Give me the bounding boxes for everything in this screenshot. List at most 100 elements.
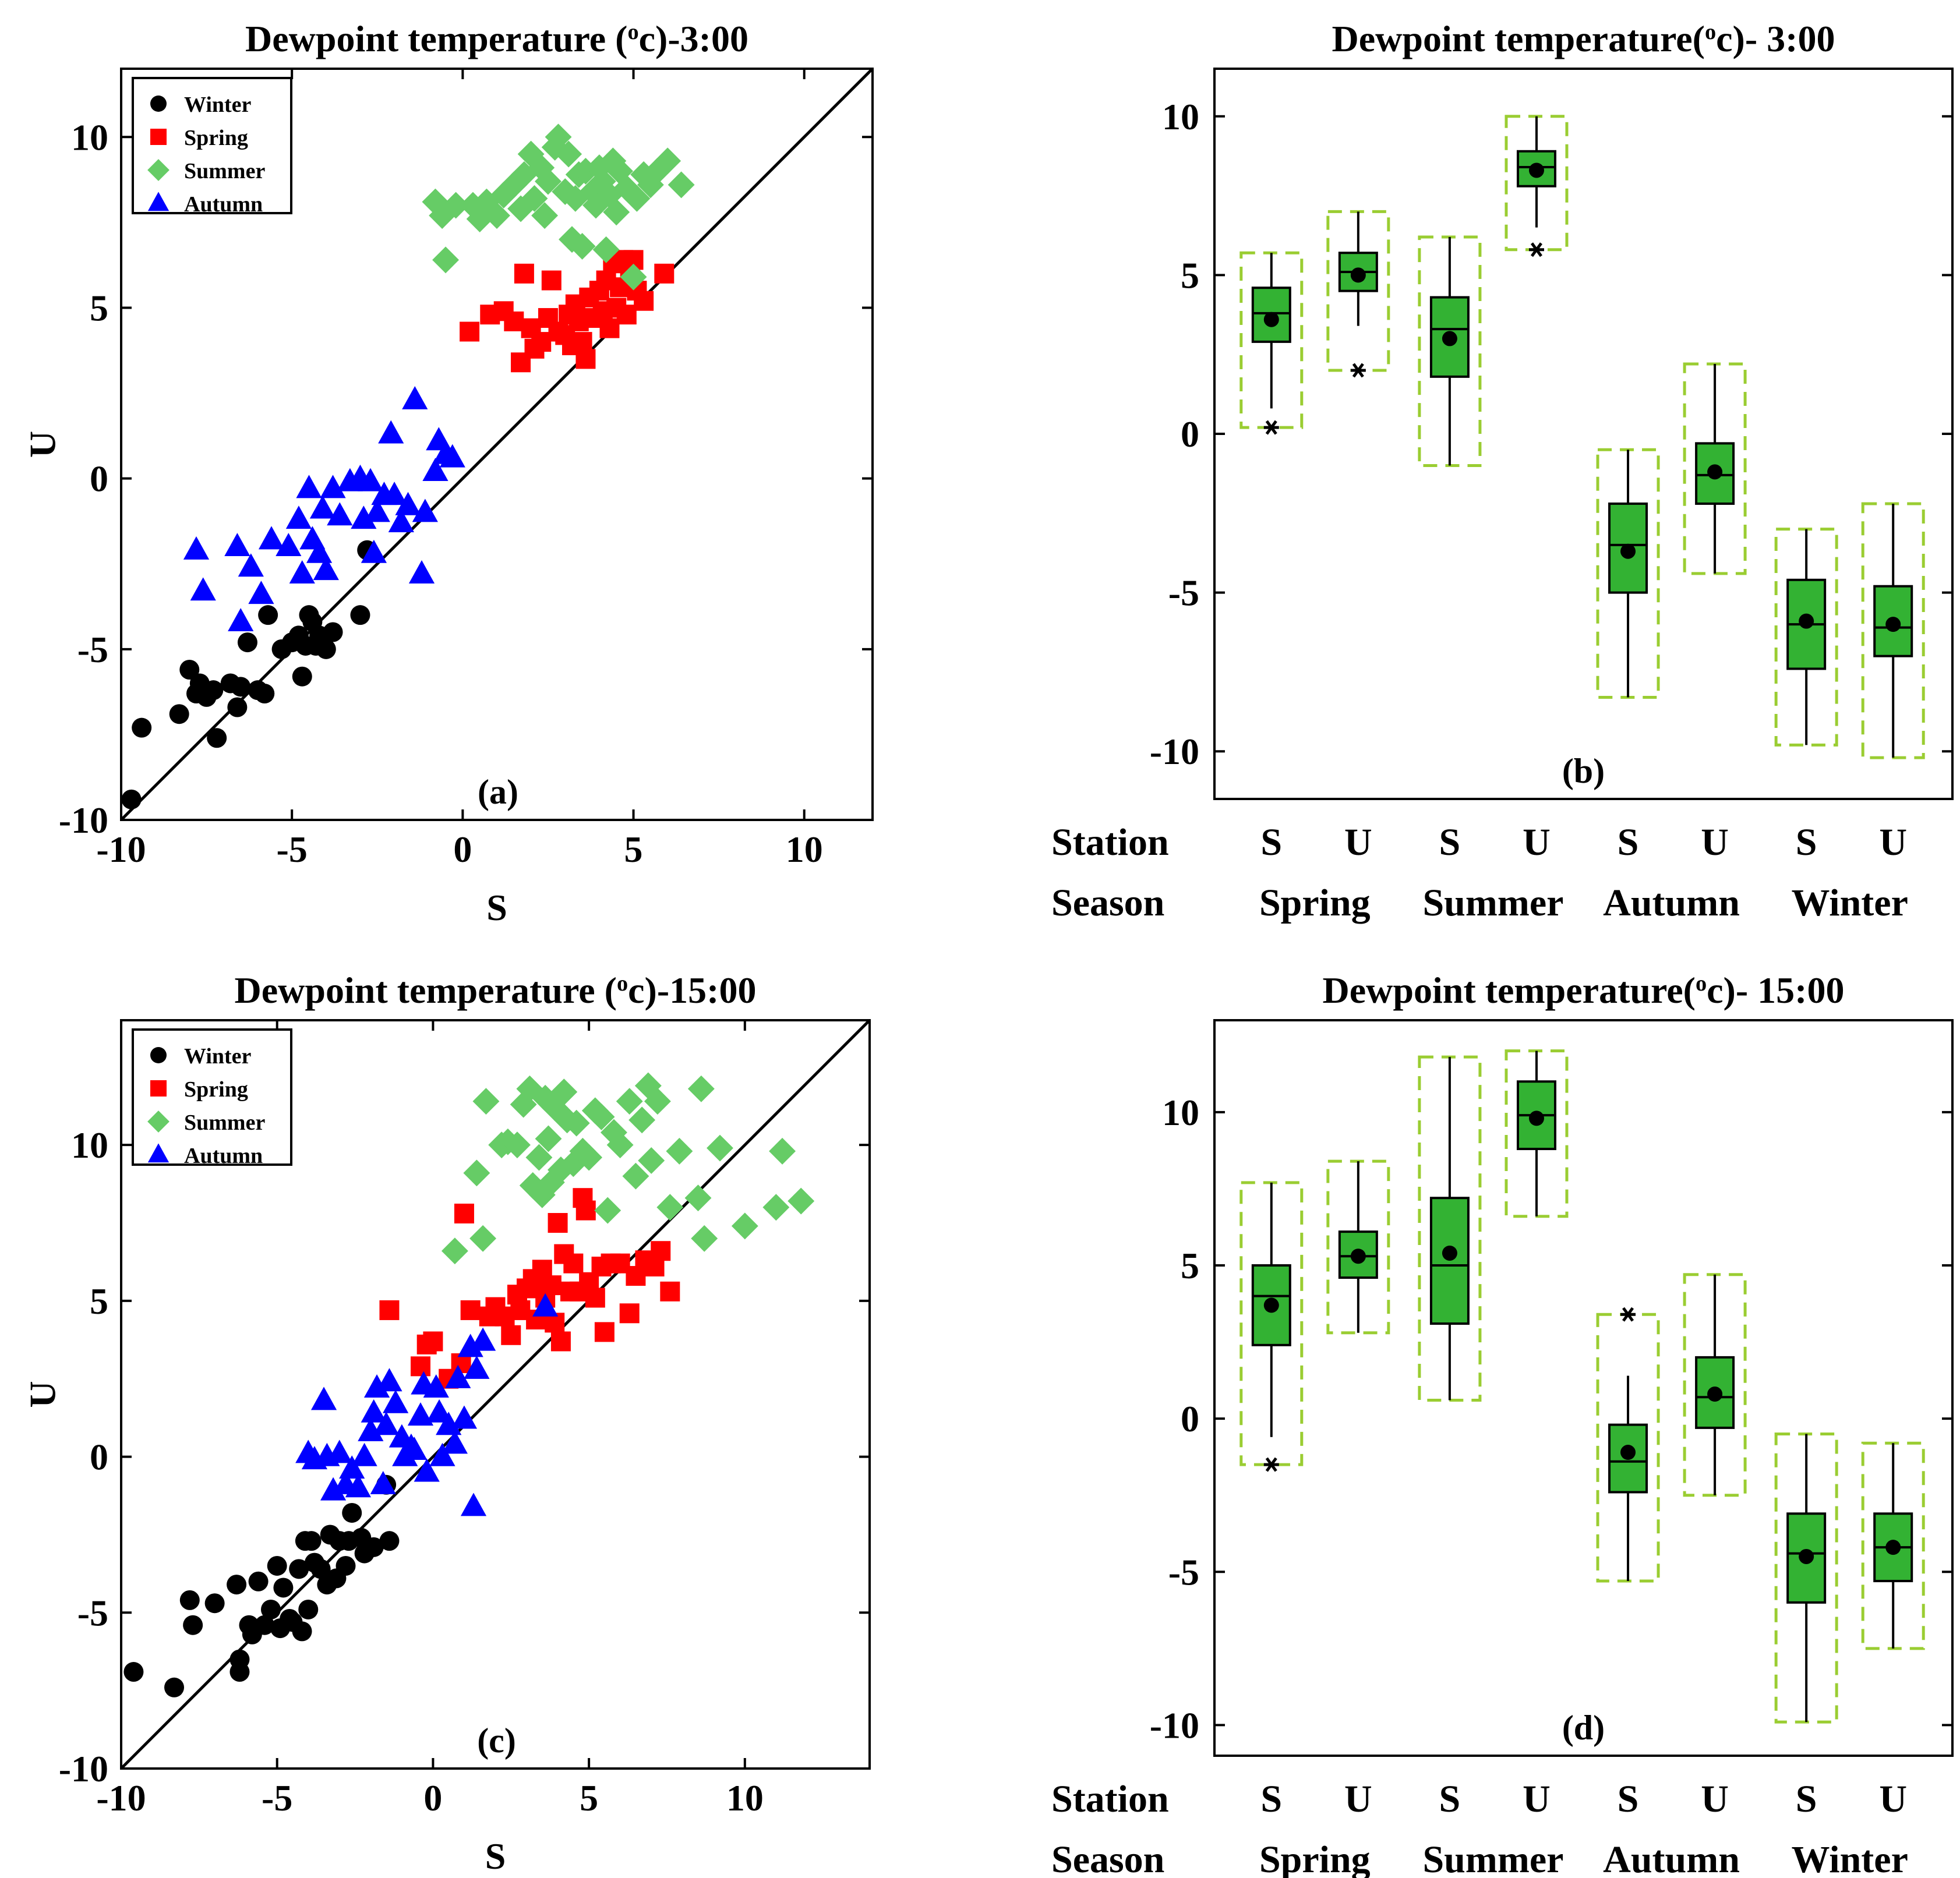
chart-a-point-winter [323, 622, 343, 642]
chart-a-legend-marker-summer [147, 159, 169, 181]
chart-c-point-winter [267, 1555, 287, 1576]
chart-b-title: Dewpoint temperature(oc)- 3:00 [1332, 18, 1835, 59]
chart-c-point-autumn [339, 1455, 365, 1479]
chart-c-series-winter [123, 1474, 400, 1697]
chart-a-point-spring [541, 270, 561, 291]
chart-c-point-winter [292, 1621, 312, 1642]
chart-b-mean-dot [1442, 331, 1457, 346]
chart-d-season-label-spring: Spring [1259, 1838, 1371, 1878]
chart-a-point-winter [316, 639, 336, 659]
chart-d-y-tick-label: 10 [1162, 1092, 1199, 1133]
chart-d-station-label: S [1796, 1778, 1817, 1820]
chart-d-title: Dewpoint temperature(oc)- 15:00 [1323, 970, 1845, 1011]
chart-b-box-winter-u [1861, 502, 1925, 759]
chart-a-point-summer [429, 202, 456, 229]
chart-c-point-summer [707, 1134, 733, 1162]
chart-a-point-winter [255, 684, 275, 704]
chart-c-point-summer [575, 1144, 603, 1171]
chart-a-point-summer [668, 171, 695, 199]
chart-a-point-autumn [296, 475, 322, 498]
chart-d-iqr-box [1338, 1230, 1378, 1279]
chart-b-station-label: U [1701, 821, 1729, 864]
chart-a-point-autumn [224, 533, 250, 557]
chart-d-box-spring-u [1326, 1159, 1390, 1335]
chart-c-x-tick-label: -5 [262, 1777, 292, 1819]
chart-a-point-winter [203, 680, 224, 701]
chart-a-point-summer [507, 195, 534, 222]
chart-a-point-winter [231, 677, 251, 697]
chart-c-x-tick-label: 5 [580, 1777, 598, 1819]
chart-a-x-tick-label: 0 [453, 829, 472, 870]
chart-a-point-autumn [439, 444, 465, 468]
chart-c-point-winter [261, 1599, 281, 1619]
chart-a-point-spring [575, 349, 596, 369]
chart-a-y-tick-label: -10 [59, 800, 108, 841]
chart-d-box-autumn-u [1683, 1273, 1747, 1497]
chart-a-point-summer [500, 171, 528, 199]
chart-c-point-autumn [423, 1374, 449, 1398]
chart-c-y-tick-label: 10 [71, 1124, 108, 1166]
chart-a-point-autumn [381, 482, 408, 505]
chart-a-x-tick-label: 10 [786, 829, 823, 870]
chart-a-point-autumn [190, 577, 216, 601]
chart-c-point-autumn [401, 1437, 428, 1460]
chart-a-title-prefix: Dewpoint temperature ( [245, 18, 627, 59]
chart-c-point-autumn [373, 1412, 400, 1435]
chart-b-title-suffix: c)- 3:00 [1716, 18, 1835, 59]
chart-a-legend: Winter Spring Summer Autumn [132, 77, 292, 217]
chart-c-point-summer [463, 1159, 490, 1187]
chart-d-station-label: U [1701, 1778, 1729, 1820]
chart-b-mean-dot [1885, 617, 1901, 632]
chart-d-box-winter-u [1861, 1441, 1925, 1650]
chart-d-mean-dot [1528, 1110, 1544, 1126]
chart-b-box-summer-s [1418, 235, 1482, 468]
chart-c-point-autumn [532, 1293, 559, 1317]
chart-d-y-tick-label: 5 [1181, 1245, 1199, 1286]
chart-b-mean-dot [1799, 613, 1814, 629]
chart-c-point-autumn [363, 1374, 390, 1398]
chart-c-legend: Winter Spring Summer Autumn [132, 1028, 292, 1168]
chart-c-point-spring [575, 1200, 596, 1221]
chart-a-point-spring [616, 305, 637, 325]
chart-d-outlier-marker [1263, 1457, 1279, 1472]
chart-d-outlier-marker [1620, 1307, 1636, 1322]
chart-c-point-autumn [436, 1412, 462, 1435]
chart-c-point-autumn [426, 1399, 453, 1423]
chart-b-station-label: U [1523, 821, 1551, 864]
chart-c-point-winter [342, 1502, 362, 1523]
chart-a-y-tick-label: 0 [90, 458, 108, 500]
chart-a-series-autumn [183, 385, 465, 632]
chart-c-legend-marker-summer [147, 1110, 169, 1133]
chart-c-panel-label: (c) [477, 1721, 516, 1760]
chart-a-point-summer [568, 232, 596, 260]
chart-a-series-summer [422, 123, 695, 291]
chart-a-point-autumn [276, 533, 302, 557]
chart-c-point-winter [227, 1575, 247, 1595]
chart-a-point-autumn [361, 539, 387, 563]
chart-a-point-winter [227, 697, 248, 717]
chart-c-point-spring [548, 1213, 568, 1233]
chart-c-point-winter [179, 1590, 200, 1610]
chart-c-title-sup: o [617, 971, 628, 996]
chart-b-station-row-label: Station [1051, 821, 1169, 864]
chart-c-point-autumn [442, 1430, 468, 1454]
chart-d-box-autumn-s [1596, 1307, 1660, 1583]
chart-b-station-label: S [1618, 821, 1639, 864]
chart-c-identity-line [120, 1019, 871, 1770]
chart-d-mean-dot [1442, 1245, 1457, 1261]
chart-c-point-autumn [376, 1368, 402, 1392]
chart-b-season-row-label: Season [1051, 882, 1164, 924]
chart-a-point-autumn [238, 553, 264, 577]
chart-b-title-sup: o [1705, 20, 1716, 44]
chart-a-point-spring [504, 311, 524, 331]
chart-d-box-summer-s [1418, 1055, 1482, 1402]
chart-d-plot-frame [1213, 1019, 1954, 1757]
chart-c-point-summer [472, 1088, 500, 1115]
chart-a-series-winter [121, 540, 377, 809]
chart-c-point-winter [310, 1559, 331, 1579]
chart-c-point-summer [550, 1078, 578, 1106]
chart-a-point-summer [623, 185, 651, 212]
chart-a-point-autumn [378, 420, 404, 444]
chart-d-season-label-summer: Summer [1422, 1838, 1563, 1878]
chart-c-x-axis-label: S [485, 1835, 506, 1877]
